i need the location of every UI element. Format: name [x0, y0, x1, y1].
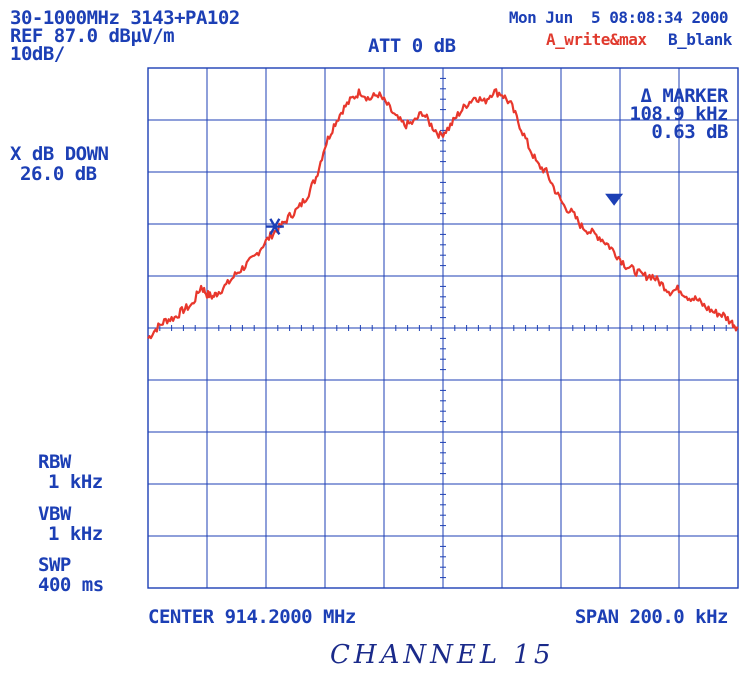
xdb-down-value: 26.0 dB [20, 163, 97, 185]
marker-delta-freq: 108.9 kHz [629, 103, 729, 125]
trace-a-label: A_write&max [546, 30, 647, 49]
attenuation-label: ATT 0 dB [368, 35, 456, 57]
xdb-down-label: X dB DOWN [10, 143, 109, 165]
delta-marker [605, 193, 624, 206]
range-model-label: 30-1000MHz 3143+PA102 [10, 7, 240, 29]
vbw-label: VBW [38, 503, 71, 525]
rbw-label: RBW [38, 451, 71, 473]
span-label: SPAN 200.0 kHz [574, 606, 729, 628]
trace-b-label: B_blank [668, 30, 732, 49]
reference-marker-stroke [269, 218, 281, 235]
scale-label: 10dB/ [10, 43, 65, 65]
marker-delta-level: 0.63 dB [651, 121, 728, 143]
datetime-label: Mon Jun 5 08:08:34 2000 [508, 8, 729, 27]
center-frequency-label: CENTER 914.2000 MHz [148, 606, 356, 628]
sweep-value: 400 ms [38, 574, 104, 596]
reference-marker [265, 218, 284, 235]
rbw-value: 1 kHz [48, 471, 103, 493]
spectrum-trace [147, 88, 739, 340]
ref-level-label: REF 87.0 dBµV/m [10, 25, 175, 47]
handwritten-note: CHANNEL 15 [330, 640, 555, 670]
sweep-label: SWP [38, 554, 71, 576]
marker-title: Δ MARKER [640, 85, 728, 107]
vbw-value: 1 kHz [48, 523, 103, 545]
